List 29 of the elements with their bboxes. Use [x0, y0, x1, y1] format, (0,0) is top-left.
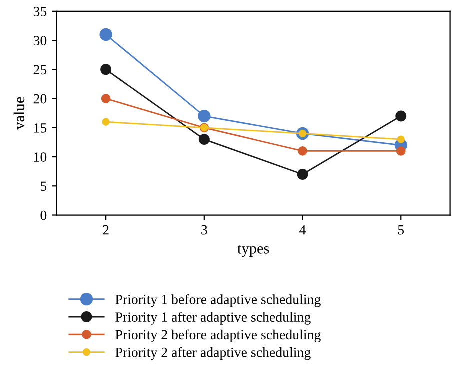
point [100, 64, 112, 76]
point [100, 28, 112, 42]
legend-label: Priority 1 after adaptive scheduling [116, 312, 311, 325]
y-tick-label: 35 [34, 7, 47, 16]
y-tick-label: 0 [40, 210, 47, 220]
legend-label: Priority 2 after adaptive scheduling [116, 347, 311, 360]
point [396, 110, 407, 122]
y-tick-label: 15 [34, 124, 47, 133]
y-axis-title: value [14, 97, 25, 130]
point [101, 94, 111, 104]
x-axis-title: types [238, 245, 270, 257]
y-tick-label: 25 [34, 65, 47, 75]
x-tick-label: 2 [103, 225, 109, 235]
legend-label: Priority 1 before adaptive scheduling [116, 294, 321, 308]
point [397, 136, 405, 144]
x-tick-label: 3 [202, 225, 208, 235]
point [298, 146, 308, 156]
point [198, 134, 210, 146]
legend-label: Priority 2 before adaptive scheduling [116, 330, 321, 342]
point [297, 169, 308, 180]
point [198, 110, 211, 123]
point [396, 146, 406, 156]
y-tick-label: 10 [34, 152, 47, 162]
point [102, 118, 110, 126]
y-tick-label: 30 [34, 36, 47, 46]
x-tick-label: 4 [300, 225, 306, 235]
y-tick-label: 5 [41, 182, 47, 192]
x-tick-label: 5 [398, 226, 404, 235]
y-tick-label: 20 [34, 94, 47, 104]
